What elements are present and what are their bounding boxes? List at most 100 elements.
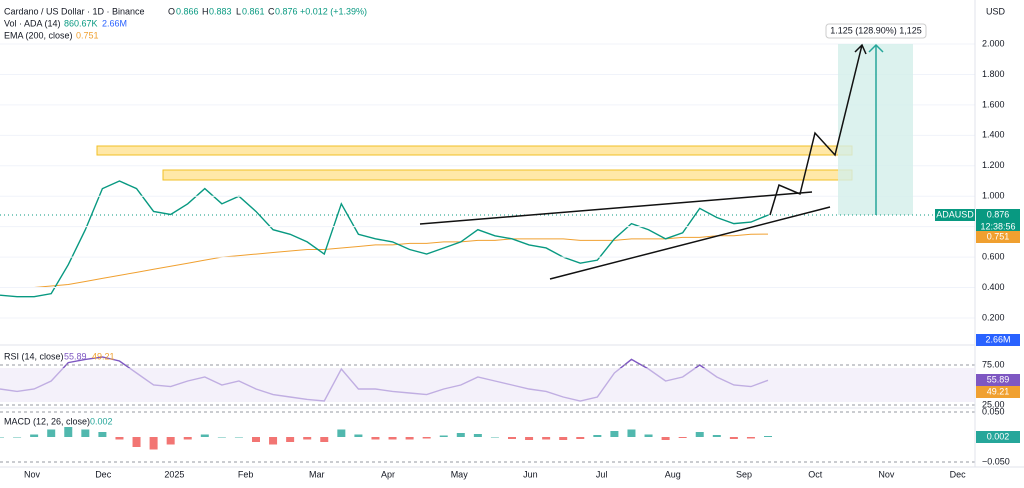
histogram-bar xyxy=(320,437,329,442)
histogram-bar xyxy=(81,429,90,437)
histogram-bar xyxy=(98,432,107,437)
histogram-bar xyxy=(371,437,380,440)
histogram-bar xyxy=(47,429,56,437)
histogram-bar xyxy=(149,437,158,450)
symbol: Cardano / US Dollar · 1D · Binance xyxy=(4,6,145,16)
vol-tag-text: 2.66M xyxy=(985,334,1010,344)
histogram-bar xyxy=(303,437,312,440)
histogram-bar xyxy=(525,437,534,440)
currency: USD xyxy=(986,6,1006,16)
rsi-tag xyxy=(976,374,1020,386)
vol-a: 860.67K xyxy=(64,18,98,28)
histogram-bar xyxy=(490,437,499,438)
x-tick-label: Apr xyxy=(381,469,395,479)
histogram-bar xyxy=(64,427,73,437)
vol-b: 2.66M xyxy=(102,18,127,28)
resistance-zone xyxy=(96,145,853,156)
histogram-bar xyxy=(508,437,516,439)
target-label-box xyxy=(825,23,927,39)
x-tick-label: Dec xyxy=(95,469,112,479)
histogram-bar xyxy=(729,437,738,439)
open: 0.866 xyxy=(176,6,199,16)
projection-path xyxy=(769,43,867,216)
x-tick-label: Oct xyxy=(808,469,823,479)
macd-value: 0.002 xyxy=(90,416,113,426)
x-tick-label: 2025 xyxy=(164,469,184,479)
rsi-tag-text: 55.89 xyxy=(987,374,1010,384)
histogram-bar xyxy=(559,437,568,440)
histogram-bar xyxy=(354,434,363,437)
histogram-bar xyxy=(644,434,653,437)
rsi-ma-tag-text: 49.21 xyxy=(987,386,1010,396)
symbol-tag-text: ADAUSD xyxy=(936,209,974,219)
histogram-bar xyxy=(746,437,755,439)
resistance-zone xyxy=(162,169,853,181)
histogram-bar xyxy=(13,437,22,438)
histogram-bar xyxy=(30,434,39,437)
y-tick-label: 0.400 xyxy=(982,282,1005,292)
histogram-bar xyxy=(542,437,551,440)
histogram-bar xyxy=(473,434,482,437)
histogram-bar xyxy=(764,436,772,437)
y-tick-label: 1.000 xyxy=(982,191,1005,201)
histogram-bar xyxy=(269,437,278,445)
arrow-head xyxy=(868,43,884,53)
histogram-bar xyxy=(132,437,141,447)
histogram-bar xyxy=(627,429,636,437)
x-tick-label: Jul xyxy=(596,469,608,479)
y-tick-label: −0.050 xyxy=(982,456,1010,466)
price-tag xyxy=(976,209,1020,233)
x-tick-label: Nov xyxy=(24,469,41,479)
ema-label: EMA (200, close) xyxy=(4,30,73,40)
trendline xyxy=(549,206,831,280)
symbol-tag xyxy=(935,209,975,221)
rsi-title: RSI (14, close) xyxy=(4,351,64,361)
x-tick-label: Jun xyxy=(523,469,538,479)
histogram-bar xyxy=(439,435,448,437)
open-label: O xyxy=(168,6,175,16)
countdown: 12:38:56 xyxy=(980,221,1015,231)
target-label: 1.125 (128.90%) 1,125 xyxy=(830,25,922,35)
close-label: C xyxy=(268,6,275,16)
macd-tag xyxy=(976,431,1020,443)
trendline xyxy=(419,191,813,225)
histogram-bar xyxy=(405,437,414,440)
macd-title: MACD (12, 26, close) xyxy=(4,416,90,426)
histogram-bar xyxy=(695,432,704,437)
histogram-bar xyxy=(200,434,209,437)
y-tick-label: 25.00 xyxy=(982,399,1005,409)
histogram-bar xyxy=(576,437,585,439)
histogram-bar xyxy=(217,437,226,438)
y-tick-label: 1.200 xyxy=(982,160,1005,170)
histogram-bar xyxy=(610,431,619,437)
x-tick-label: Sep xyxy=(736,469,752,479)
x-tick-label: Feb xyxy=(238,469,254,479)
high: 0.883 xyxy=(209,6,232,16)
histogram-bar xyxy=(593,435,602,437)
y-tick-label: 75.00 xyxy=(982,359,1005,369)
vol-label: Vol · ADA (14) xyxy=(4,18,61,28)
rsi-ma-value: 49.21 xyxy=(92,351,115,361)
rsi-ma-tag xyxy=(976,386,1020,398)
histogram-bar xyxy=(456,433,465,437)
histogram-bar xyxy=(183,437,192,440)
ema-tag xyxy=(976,231,1020,243)
histogram-bar xyxy=(115,437,124,440)
price-tag-text: 0.876 xyxy=(987,209,1010,219)
histogram-bar xyxy=(286,437,295,442)
histogram-bar xyxy=(661,437,670,440)
x-tick-label: Dec xyxy=(950,469,967,479)
x-tick-label: Mar xyxy=(309,469,325,479)
x-tick-label: Nov xyxy=(878,469,895,479)
rsi-value: 55.89 xyxy=(64,351,87,361)
change: +0.012 (+1.39%) xyxy=(300,6,367,16)
ema: 0.751 xyxy=(76,30,99,40)
histogram-bar xyxy=(234,437,243,438)
series-line xyxy=(0,233,769,289)
y-tick-label: 0.600 xyxy=(982,251,1005,261)
ema-tag-text: 0.751 xyxy=(987,231,1010,241)
y-tick-label: 0.050 xyxy=(982,406,1005,416)
y-tick-label: 1.400 xyxy=(982,130,1005,140)
x-tick-label: May xyxy=(451,469,469,479)
